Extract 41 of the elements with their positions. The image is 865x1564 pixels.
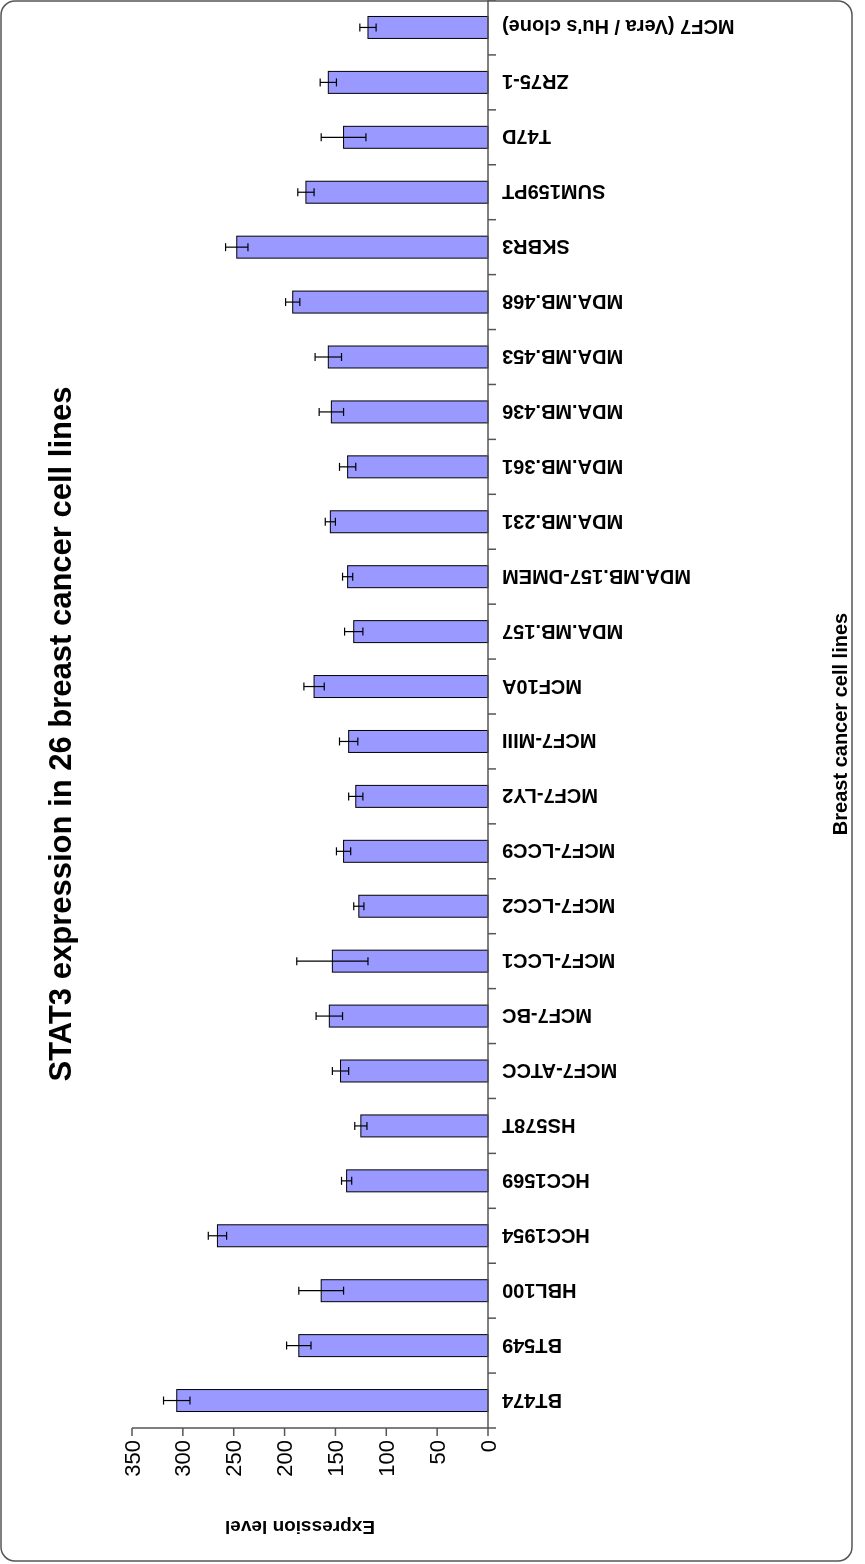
- x-tick-label: 150: [322, 1440, 348, 1477]
- y-tick-label: MDA.MB.231: [502, 510, 624, 533]
- x-tick-label: 350: [119, 1440, 145, 1477]
- x-tick-label: 0: [475, 1440, 501, 1453]
- y-tick-label: BT549: [502, 1334, 563, 1357]
- text: STAT3 expression in 26 breast cancer cell lines: [42, 386, 78, 1082]
- y-tick-label: HBL100: [502, 1279, 577, 1302]
- y-tick-label: MDA.MB.361: [502, 455, 624, 478]
- y-tick-label: MDA.MB.468: [502, 291, 624, 314]
- y-tick-label: MCF10A: [502, 675, 583, 698]
- x-tick-label: 100: [373, 1440, 399, 1477]
- x-tick-label: 250: [221, 1440, 247, 1477]
- x-axis-title: Expression level: [225, 1516, 375, 1538]
- y-tick-label: T47D: [502, 126, 551, 149]
- y-tick-label: ZR75-1: [502, 71, 569, 94]
- y-tick-label: HS578T: [502, 1114, 576, 1137]
- y-tick-label: MCF7-MIII: [502, 730, 597, 753]
- y-tick-label: BT474: [501, 1389, 563, 1412]
- y-tick-label: MDA.MB.157: [502, 620, 624, 643]
- bar: [347, 565, 489, 589]
- y-tick-label: MDA.MB.157-DMEM: [502, 565, 691, 588]
- y-tick-label: SUM159PT: [502, 181, 606, 204]
- y-tick-label: MCF7-ATCC: [502, 1060, 618, 1082]
- y-tick-label: MCF7-LCC9: [502, 840, 616, 863]
- x-tick-label: 200: [272, 1440, 298, 1477]
- y-tick-label: MCF7-BC: [502, 1005, 592, 1028]
- x-tick-label: 300: [170, 1440, 196, 1477]
- y-tick-label: SKBR3: [502, 236, 570, 259]
- y-tick-label: MCF7-LCC2: [502, 895, 616, 918]
- y-axis-title: Breast cancer cell lines: [829, 612, 851, 836]
- y-tick-label: HCC1954: [501, 1224, 590, 1247]
- bar: [358, 894, 489, 918]
- bar: [346, 1169, 489, 1193]
- y-tick-label: MCF7 (Vera / Hu's clone): [502, 16, 735, 39]
- bar: [329, 510, 489, 534]
- y-tick-label: MCF7-LCC1: [502, 950, 616, 973]
- y-tick-label: MDA.MB.436: [502, 400, 624, 423]
- y-tick-label: HCC1569: [502, 1169, 590, 1192]
- x-tick-label: 50: [424, 1440, 450, 1465]
- y-tick-label: MCF7-LY2: [502, 785, 598, 808]
- y-tick-label: MDA.MB.453: [502, 346, 624, 368]
